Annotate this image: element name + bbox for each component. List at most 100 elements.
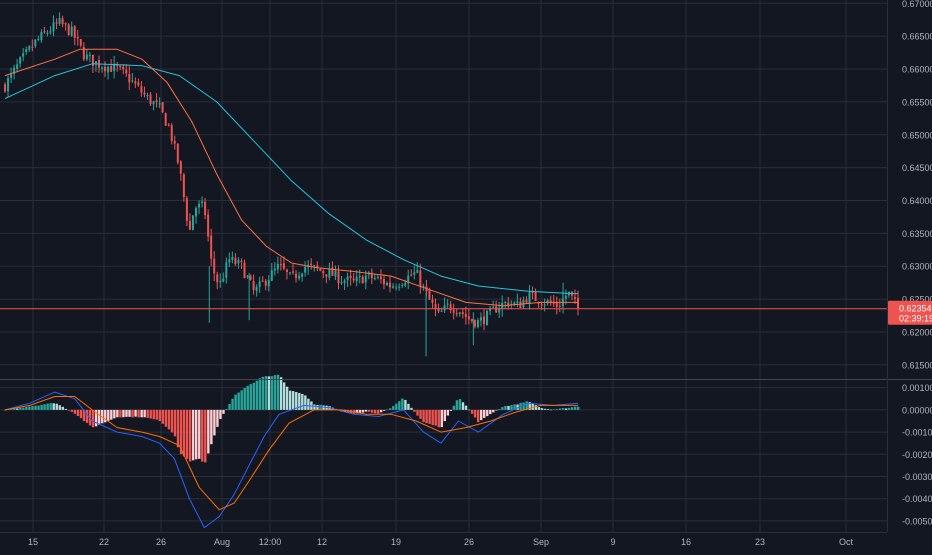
histogram-bar[interactable] [61, 406, 65, 410]
candle-body[interactable] [243, 262, 246, 279]
histogram-bar[interactable] [258, 378, 262, 410]
candle-body[interactable] [13, 67, 16, 74]
histogram-bar[interactable] [516, 404, 519, 410]
histogram-bar[interactable] [249, 384, 252, 410]
histogram-bar[interactable] [358, 409, 362, 413]
candle-body[interactable] [331, 267, 334, 276]
candle-body[interactable] [64, 23, 67, 25]
histogram-bar[interactable] [386, 409, 389, 411]
candle-body[interactable] [82, 46, 85, 60]
histogram-bar[interactable] [243, 388, 246, 410]
histogram-bar[interactable] [416, 409, 419, 416]
histogram-bar[interactable] [561, 408, 565, 410]
candle-body[interactable] [104, 66, 107, 72]
candle-body[interactable] [237, 259, 240, 264]
histogram-bar[interactable] [449, 409, 453, 411]
candle-body[interactable] [255, 286, 258, 291]
candle-body[interactable] [531, 291, 534, 293]
candle-body[interactable] [4, 84, 6, 92]
candle-body[interactable] [198, 203, 201, 208]
histogram-bar[interactable] [361, 409, 365, 413]
histogram-bar[interactable] [104, 409, 107, 423]
candle-body[interactable] [188, 221, 191, 230]
candle-body[interactable] [507, 302, 510, 307]
histogram-bar[interactable] [240, 390, 243, 410]
candle-body[interactable] [534, 292, 537, 301]
candle-body[interactable] [413, 272, 416, 275]
candle-body[interactable] [446, 303, 449, 305]
histogram-bar[interactable] [73, 409, 77, 414]
candle-body[interactable] [452, 309, 455, 313]
histogram-bar[interactable] [570, 407, 574, 410]
candle-body[interactable] [182, 174, 185, 198]
histogram-bar[interactable] [504, 405, 507, 410]
candle-body[interactable] [270, 270, 273, 281]
histogram-bar[interactable] [228, 404, 231, 410]
candle-body[interactable] [437, 308, 440, 312]
histogram-bar[interactable] [382, 409, 386, 411]
histogram-bar[interactable] [370, 409, 374, 413]
histogram-bar[interactable] [552, 409, 556, 410]
histogram-bar[interactable] [70, 409, 74, 412]
histogram-bar[interactable] [479, 409, 483, 421]
candle-body[interactable] [434, 304, 437, 309]
last-price-badge[interactable] [888, 300, 932, 325]
histogram-bar[interactable] [204, 409, 207, 463]
histogram-bar[interactable] [288, 390, 292, 410]
histogram-bar[interactable] [549, 409, 553, 411]
candle-body[interactable] [519, 301, 522, 308]
candle-body[interactable] [310, 263, 313, 265]
candle-body[interactable] [295, 273, 298, 279]
candle-body[interactable] [231, 256, 234, 260]
candle-body[interactable] [479, 317, 482, 321]
candle-body[interactable] [134, 81, 137, 84]
candle-body[interactable] [210, 235, 213, 259]
histogram-bar[interactable] [276, 374, 280, 410]
candle-body[interactable] [110, 66, 113, 72]
histogram-bar[interactable] [22, 407, 25, 410]
candle-body[interactable] [279, 264, 282, 266]
histogram-bar[interactable] [10, 409, 13, 410]
histogram-bar[interactable] [46, 403, 49, 410]
candle-body[interactable] [276, 263, 279, 270]
candle-body[interactable] [258, 281, 261, 287]
candle-body[interactable] [328, 268, 331, 278]
candle-body[interactable] [149, 94, 152, 105]
histogram-bar[interactable] [440, 409, 443, 428]
histogram-bar[interactable] [79, 409, 83, 419]
candle-body[interactable] [316, 265, 319, 269]
histogram-bar[interactable] [31, 406, 34, 410]
macd-histogram[interactable] [4, 374, 580, 463]
candle-body[interactable] [170, 125, 173, 141]
histogram-bar[interactable] [64, 408, 68, 410]
histogram-bar[interactable] [76, 409, 80, 417]
histogram-bar[interactable] [210, 409, 213, 445]
candle-body[interactable] [264, 280, 267, 286]
histogram-bar[interactable] [261, 376, 265, 410]
candle-body[interactable] [492, 306, 495, 308]
histogram-bar[interactable] [322, 405, 325, 410]
histogram-bar[interactable] [225, 408, 228, 410]
candle-body[interactable] [146, 94, 149, 96]
histogram-bar[interactable] [34, 405, 37, 410]
histogram-bar[interactable] [298, 392, 301, 410]
histogram-bar[interactable] [19, 407, 22, 410]
histogram-bar[interactable] [379, 409, 383, 413]
histogram-bar[interactable] [558, 408, 562, 410]
histogram-bar[interactable] [373, 409, 377, 414]
histogram-bar[interactable] [128, 409, 131, 417]
histogram-bar[interactable] [534, 405, 537, 410]
candle-body[interactable] [516, 301, 519, 303]
candle-body[interactable] [16, 64, 19, 69]
candle-body[interactable] [404, 283, 407, 286]
candle-body[interactable] [564, 295, 567, 299]
histogram-bar[interactable] [152, 409, 155, 420]
candle-body[interactable] [34, 39, 37, 47]
histogram-bar[interactable] [161, 409, 165, 424]
histogram-bar[interactable] [285, 386, 289, 410]
histogram-bar[interactable] [567, 407, 571, 410]
candle-body[interactable] [128, 73, 131, 83]
candle-body[interactable] [213, 258, 216, 274]
candle-body[interactable] [313, 265, 316, 267]
histogram-bar[interactable] [58, 405, 61, 410]
